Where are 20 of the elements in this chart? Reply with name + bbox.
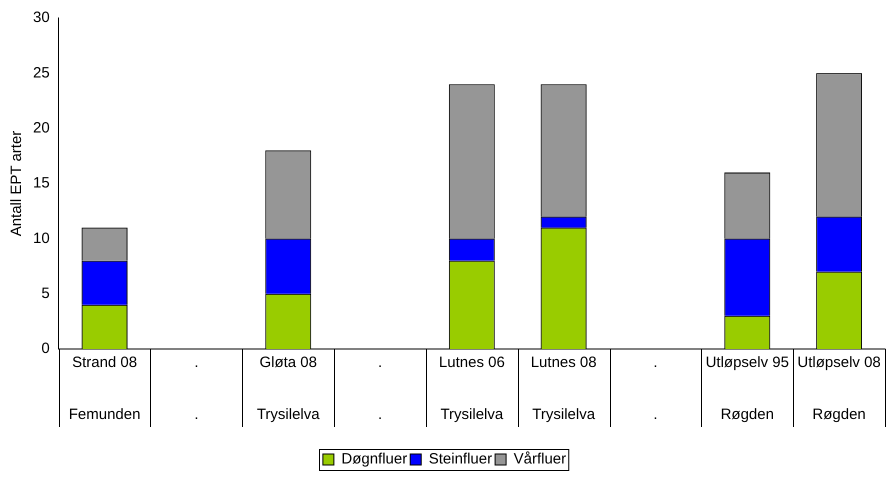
category-label: Gløta 08 Trysilelva [256, 354, 320, 424]
y-tick-label: 15 [32, 174, 50, 192]
category-label: Lutnes 08 Trysilelva [530, 354, 597, 424]
y-tick-label: 10 [32, 230, 50, 247]
y-axis-title: Antall EPT arter [8, 130, 26, 236]
y-tick-label: 20 [32, 119, 50, 136]
category-label: Utløpselv 95 Røgden [706, 354, 789, 424]
y-tick-label: 5 [41, 284, 50, 302]
y-tick-label: 0 [41, 340, 50, 358]
category-label: Utløpselv 08 Røgden [797, 354, 881, 424]
legend-label: Steinfluer [428, 450, 492, 468]
legend-label: Døgnfluer [341, 450, 408, 468]
category-label: Strand 08 Femunden [68, 354, 140, 424]
y-tick-label: 30 [32, 9, 50, 26]
category-label: . . [378, 354, 382, 424]
y-tick-label: 25 [32, 64, 50, 82]
legend-label: Vårfluer [514, 450, 566, 468]
category-label: . . [653, 354, 658, 424]
category-label: Lutnes 06 Trysilelva [438, 354, 505, 424]
category-label: . . [194, 354, 198, 424]
